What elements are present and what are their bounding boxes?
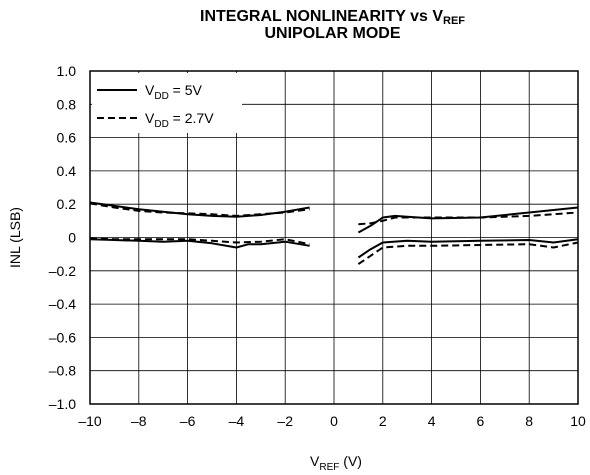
x-tick-label: –2 xyxy=(277,413,293,429)
x-tick-label: –8 xyxy=(131,413,147,429)
y-tick-label: 1.0 xyxy=(57,63,77,79)
x-tick-label: 2 xyxy=(379,413,387,429)
x-tick-label: –10 xyxy=(78,413,102,429)
series-line-solid xyxy=(357,206,579,234)
y-tick-label: –1.0 xyxy=(49,396,76,412)
plot-frame xyxy=(89,70,579,405)
series-line-solid xyxy=(89,201,310,218)
legend-label-sub: DD xyxy=(154,91,168,102)
legend-background xyxy=(92,73,242,133)
y-tick-label: –0.6 xyxy=(49,329,76,345)
x-tick-label: 6 xyxy=(477,413,485,429)
y-tick-label: 0.4 xyxy=(57,163,77,179)
chart-title-line1: INTEGRAL NONLINEARITY vs VREF xyxy=(90,8,575,27)
legend-label-rest: = 2.7V xyxy=(169,110,214,126)
series-line-dashed xyxy=(358,211,579,226)
series-layer xyxy=(89,201,579,265)
chart-title-text: INTEGRAL NONLINEARITY vs V xyxy=(200,8,443,25)
x-axis-label-main: V xyxy=(310,453,320,469)
tick-labels: –10 –8 –6 –4 –2 0 2 4 6 8 10 1.0 0.8 0.6 0.4 0.2 0 –0.2 –0… xyxy=(49,63,586,429)
x-axis-label: VREF (V) xyxy=(310,453,362,473)
y-tick-label: –0.8 xyxy=(49,363,76,379)
legend-label: VDD = 5V xyxy=(145,82,203,102)
x-tick-label: –4 xyxy=(229,413,245,429)
series-line-dashed xyxy=(357,241,579,265)
legend-label-main: V xyxy=(145,82,155,98)
y-tick-label: –0.2 xyxy=(49,263,76,279)
y-tick-label: 0.8 xyxy=(57,96,77,112)
series-line-solid xyxy=(357,238,579,259)
y-tick-label: 0.6 xyxy=(57,130,77,146)
legend-label: VDD = 2.7V xyxy=(145,110,214,130)
chart-title-line2: UNIPOLAR MODE xyxy=(264,25,401,42)
x-axis-label-unit: (V) xyxy=(339,453,362,469)
series-line-dashed xyxy=(89,202,310,217)
series-line-dashed xyxy=(89,237,310,246)
x-tick-label: 8 xyxy=(525,413,533,429)
chart-title-subscript: REF xyxy=(443,15,465,27)
legend-label-sub: DD xyxy=(154,119,168,130)
x-tick-label: 10 xyxy=(570,413,586,429)
series-line-solid xyxy=(89,238,310,249)
x-axis-label-sub: REF xyxy=(319,462,339,473)
y-tick-label: –0.4 xyxy=(49,296,76,312)
legend-label-main: V xyxy=(145,110,155,126)
x-tick-label: 4 xyxy=(428,413,436,429)
x-tick-label: 0 xyxy=(330,413,338,429)
legend-label-rest: = 5V xyxy=(169,82,203,98)
y-axis-label: INL (LSB) xyxy=(7,207,23,268)
y-tick-label: 0.2 xyxy=(57,196,77,212)
y-tick-label: 0 xyxy=(68,230,76,246)
x-tick-label: –6 xyxy=(180,413,196,429)
